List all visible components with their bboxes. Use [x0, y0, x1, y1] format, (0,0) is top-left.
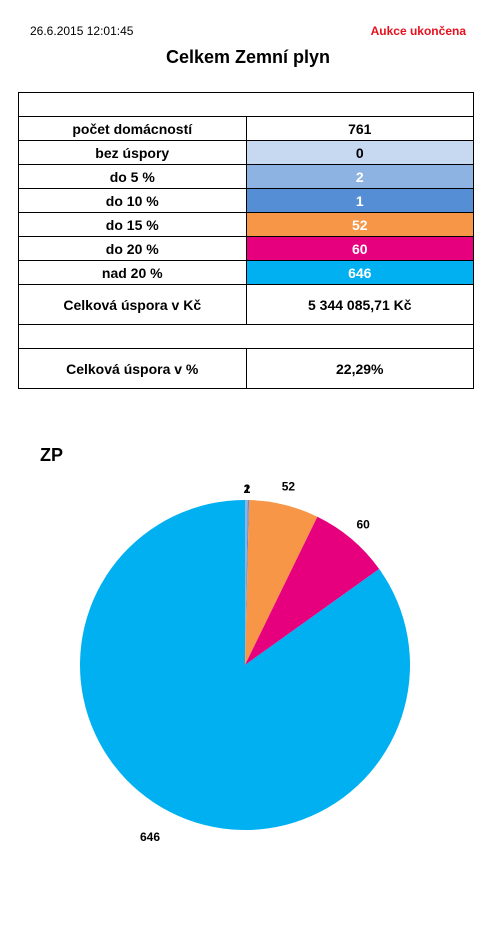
- row-label: do 20 %: [18, 236, 247, 261]
- pie-slice: [245, 500, 250, 665]
- table-row: počet domácností 761: [18, 116, 474, 141]
- summary-table: počet domácností 761 bez úspory 0 do 5 %…: [18, 92, 474, 389]
- row-value: 0: [245, 140, 474, 165]
- row-label: bez úspory: [18, 140, 247, 165]
- pie-data-label: 646: [140, 830, 160, 844]
- table-row: do 20 % 60: [18, 236, 474, 261]
- pie-slice: [245, 500, 318, 665]
- row-value: 1: [245, 188, 474, 213]
- row-label: nad 20 %: [18, 260, 247, 285]
- table-row: do 10 % 1: [18, 188, 474, 213]
- total-savings-pct-value: 22,29%: [245, 348, 474, 389]
- row-label: do 10 %: [18, 188, 247, 213]
- spacer-row: [18, 324, 474, 349]
- page-title: Celkem Zemní plyn: [165, 47, 331, 67]
- blank-cell: [18, 324, 474, 349]
- table-header-blank-row: [18, 92, 474, 117]
- pie-slice: [79, 500, 411, 830]
- pie-data-label: 1: [244, 482, 251, 496]
- chart-title: ZP: [40, 445, 64, 465]
- row-value: 60: [245, 236, 474, 261]
- table-row: nad 20 % 646: [18, 260, 474, 285]
- row-label: počet domácností: [18, 116, 247, 141]
- timestamp: 26.6.2015 12:01:45: [30, 24, 134, 38]
- total-savings-czk-label: Celková úspora v Kč: [18, 284, 247, 325]
- row-label: do 15 %: [18, 212, 247, 237]
- total-savings-czk-row: Celková úspora v Kč 5 344 085,71 Kč: [18, 284, 474, 325]
- total-savings-pct-label: Celková úspora v %: [18, 348, 247, 389]
- table-row: bez úspory 0: [18, 140, 474, 165]
- total-savings-czk-value: 5 344 085,71 Kč: [245, 284, 474, 325]
- table-row: do 15 % 52: [18, 212, 474, 237]
- table-row: do 5 % 2: [18, 164, 474, 189]
- pie-chart: 21 52 60 646: [79, 479, 411, 844]
- row-value: 52: [245, 212, 474, 237]
- row-value: 2: [245, 164, 474, 189]
- total-savings-pct-row: Celková úspora v % 22,29%: [18, 348, 474, 389]
- pie-data-label: 60: [356, 517, 370, 531]
- pie-slice: [245, 516, 380, 665]
- row-label: do 5 %: [18, 164, 247, 189]
- pie-slice: [245, 500, 248, 665]
- pie-data-label: 2: [244, 482, 251, 496]
- pie-data-label: 52: [282, 479, 296, 493]
- blank-cell: [18, 92, 474, 117]
- auction-status: Aukce ukončena: [370, 24, 466, 38]
- row-value: 646: [245, 260, 474, 285]
- row-value: 761: [245, 116, 474, 141]
